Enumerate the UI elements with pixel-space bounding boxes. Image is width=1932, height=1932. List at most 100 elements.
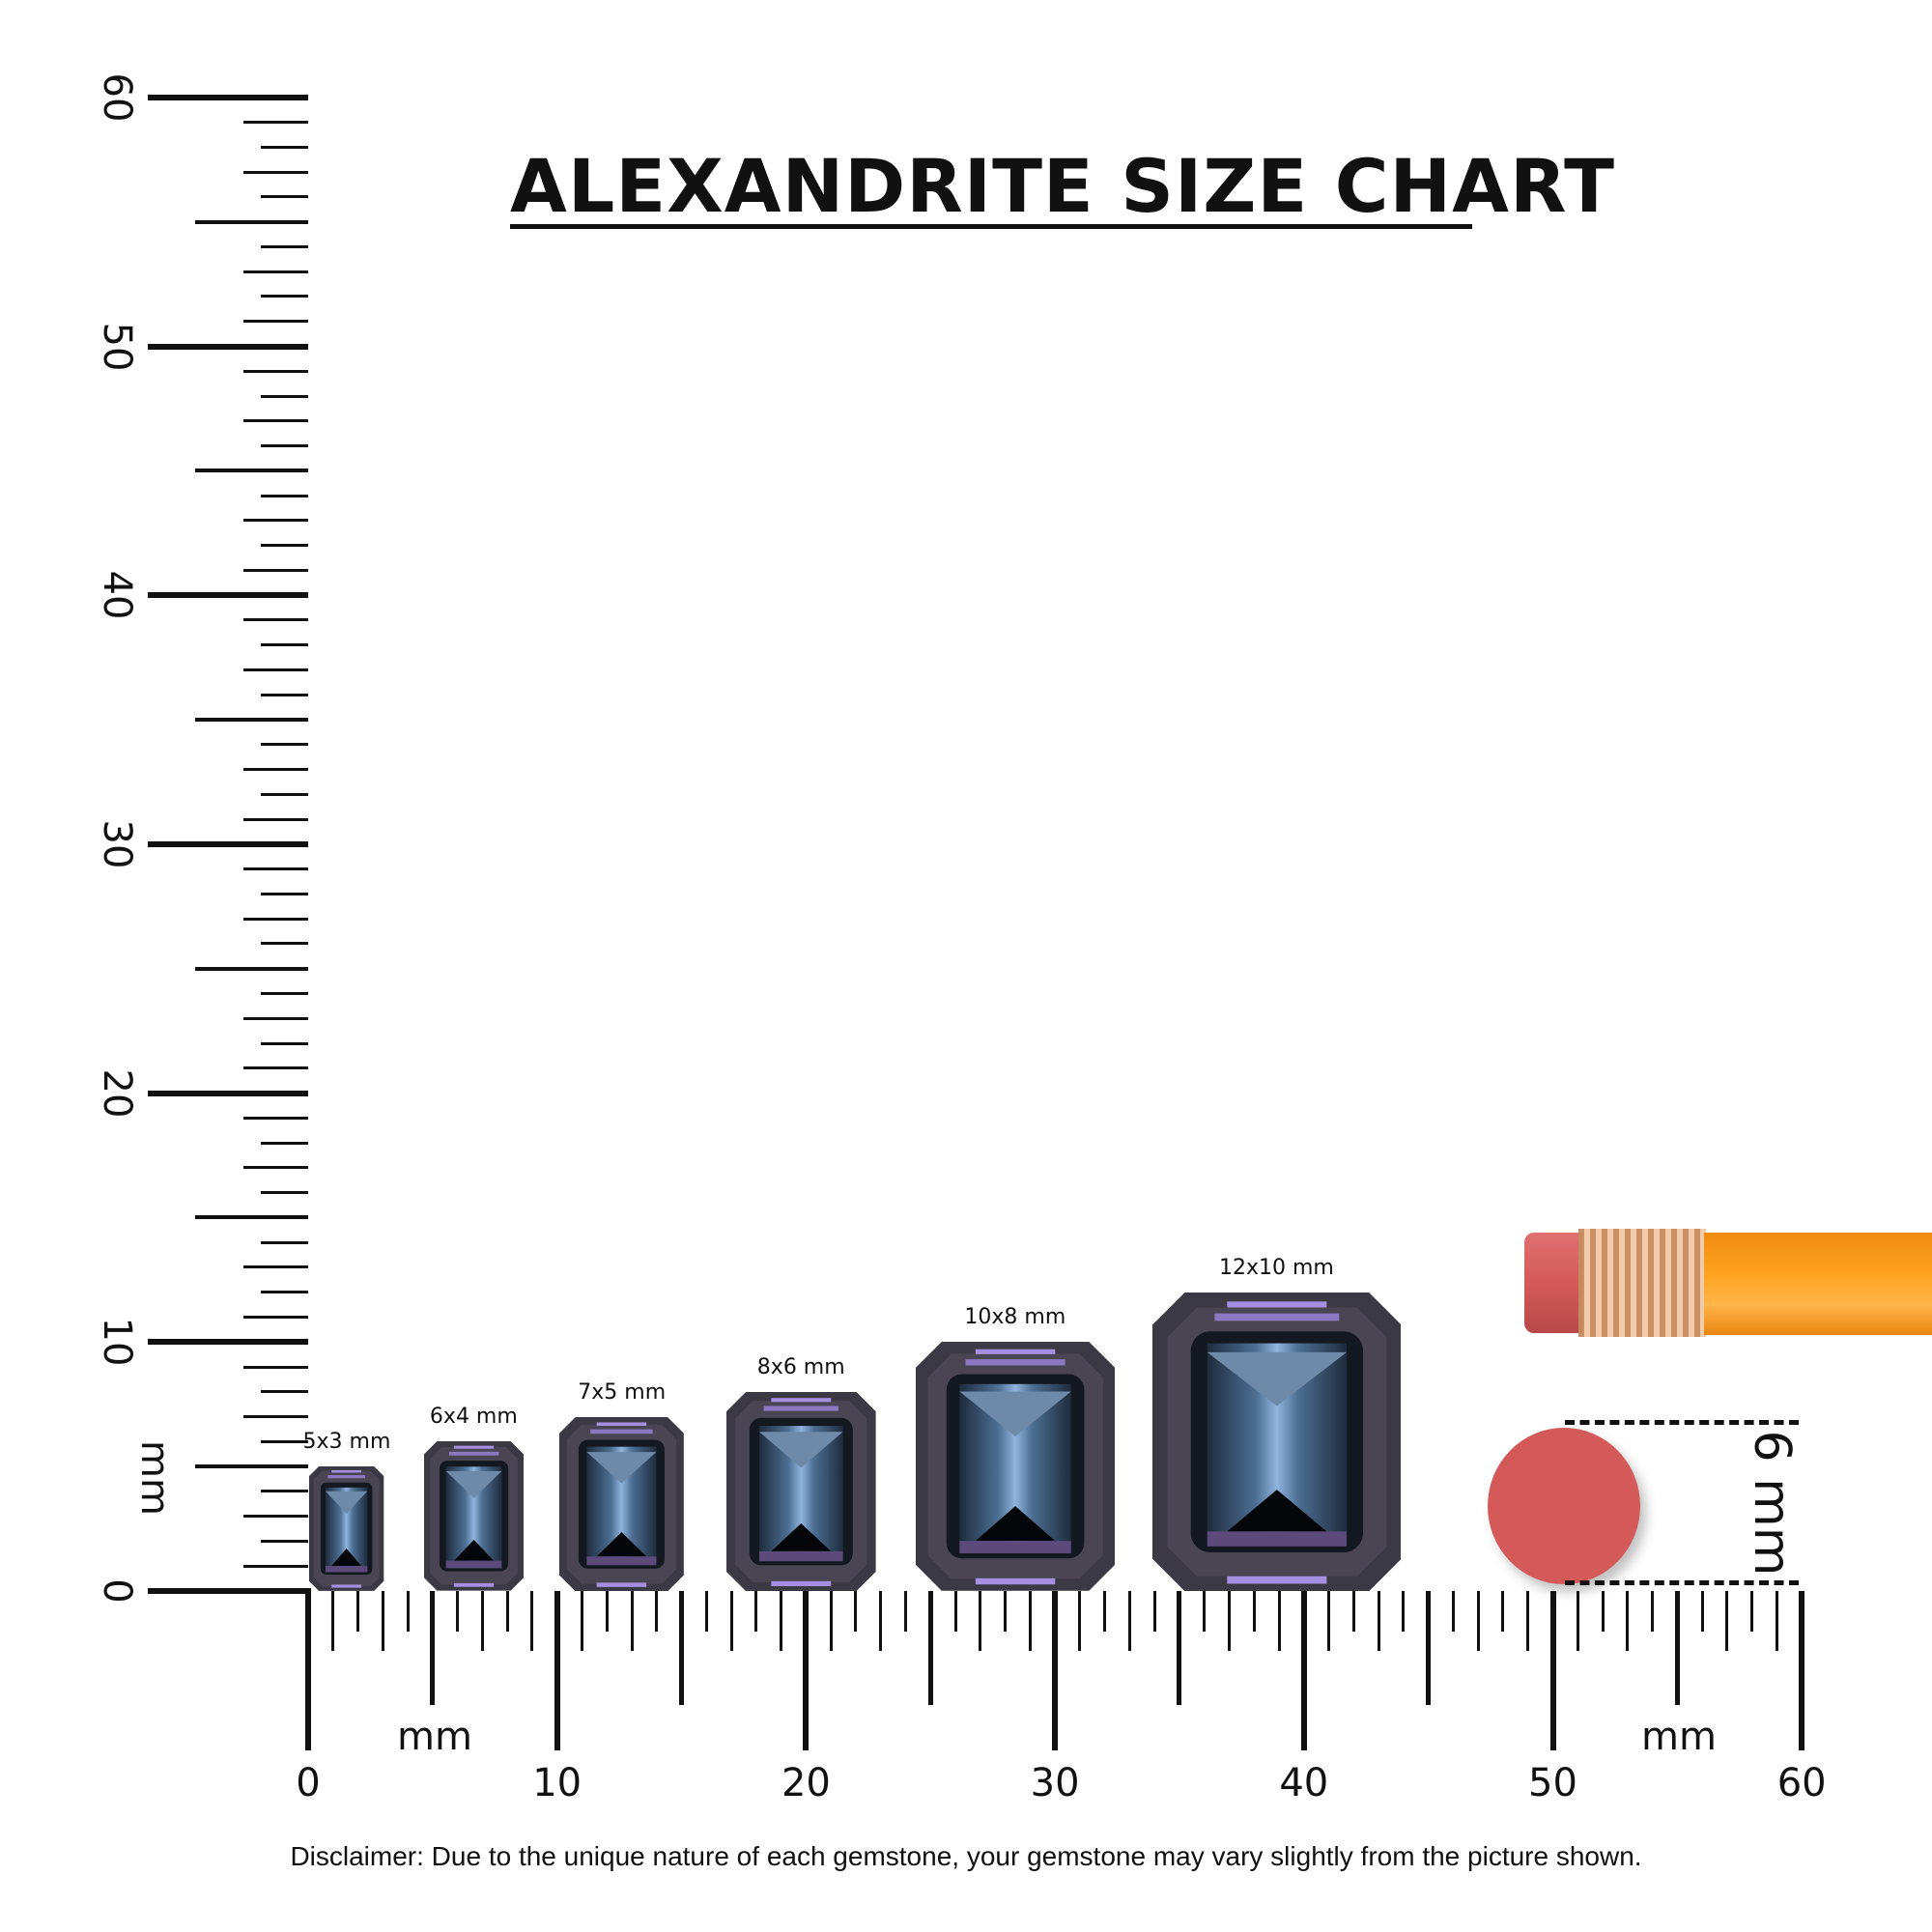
minor-tick [243,1265,308,1269]
gem-size-label: 12x10 mm [1219,1255,1334,1280]
minor-tick [261,1141,308,1145]
horizontal-ruler-label: 60 [1776,1761,1827,1805]
mid-tick [679,1591,685,1705]
minor-tick [261,494,308,497]
eraser-reference [1488,1428,1640,1584]
minor-tick [580,1591,583,1651]
minor-tick [261,195,308,199]
minor-tick [261,693,308,696]
minor-tick [261,1191,308,1195]
minor-tick [243,768,308,772]
horizontal-ruler-label: 20 [781,1761,831,1805]
gem-size-label: 6x4 mm [429,1405,518,1430]
major-tick [1799,1591,1805,1750]
mid-tick [430,1591,436,1705]
emerald-cut-gem [915,1342,1115,1591]
vertical-ruler-label: 20 [95,1068,139,1119]
minor-tick [243,1066,308,1070]
mid-tick [195,219,308,224]
minor-tick [1750,1591,1754,1632]
major-tick [148,94,308,100]
minor-tick [1377,1591,1380,1651]
minor-tick [261,1390,308,1394]
minor-tick [261,444,308,448]
minor-tick [1203,1591,1207,1632]
minor-tick [381,1591,384,1651]
horizontal-ruler-label: 30 [1030,1761,1080,1805]
gem-size-label: 7x5 mm [578,1379,667,1405]
minor-tick [1775,1591,1778,1651]
minor-tick [1626,1591,1630,1651]
minor-tick [331,1591,335,1651]
minor-tick [979,1591,982,1651]
minor-tick [1651,1591,1655,1632]
mid-tick [195,966,308,971]
minor-tick [754,1591,758,1632]
reference-label: 6 mm [1743,1430,1801,1577]
minor-tick [605,1591,609,1632]
minor-tick [261,1439,308,1443]
horizontal-ruler-label: 10 [532,1761,582,1805]
minor-tick [854,1591,858,1632]
major-tick [148,1588,308,1594]
minor-tick [1451,1591,1455,1632]
major-tick [803,1591,810,1750]
major-tick [148,1090,308,1096]
minor-tick [530,1591,534,1651]
ruler-corner [305,1588,311,1594]
major-tick [305,1591,311,1750]
minor-tick [243,1316,308,1320]
minor-tick [1351,1591,1355,1632]
pencil-body [1704,1233,1932,1335]
minor-tick [243,568,308,572]
disclaimer: Disclaimer: Due to the unique nature of … [290,1841,1642,1871]
minor-tick [243,1415,308,1419]
minor-tick [780,1591,783,1651]
minor-tick [1227,1591,1231,1651]
minor-tick [243,618,308,622]
mid-tick [1426,1591,1432,1705]
minor-tick [1277,1591,1281,1651]
title-underline [510,224,1472,229]
major-tick [148,840,308,847]
minor-tick [1004,1591,1008,1632]
minor-tick [356,1591,360,1632]
vertical-ruler-label: 60 [95,72,139,123]
minor-tick [243,1515,308,1519]
minor-tick [243,668,308,671]
minor-tick [630,1591,634,1651]
minor-tick [261,942,308,946]
dashed-line-bottom [1565,1580,1799,1585]
vertical-ruler-label: 40 [95,570,139,620]
minor-tick [406,1591,410,1632]
minor-tick [1252,1591,1256,1632]
horizontal-ruler-label: 0 [296,1761,321,1805]
vertical-ruler-label: 30 [95,819,139,869]
minor-tick [261,892,308,895]
emerald-cut-gem [559,1416,685,1591]
minor-tick [953,1591,957,1632]
emerald-cut-gem [309,1466,384,1591]
minor-tick [1700,1591,1704,1632]
mid-tick [927,1591,933,1705]
minor-tick [1028,1591,1032,1651]
minor-tick [1526,1591,1530,1651]
minor-tick [243,1116,308,1120]
minor-tick [655,1591,659,1632]
vertical-ruler-label: 50 [95,322,139,371]
major-tick [148,1339,308,1346]
major-tick [1300,1591,1307,1750]
minor-tick [1576,1591,1579,1651]
minor-tick [243,170,308,174]
emerald-cut-gem [1151,1292,1402,1591]
mid-tick [195,718,308,723]
minor-tick [729,1591,733,1651]
minor-tick [1601,1591,1605,1632]
mid-tick [195,1464,308,1469]
minor-tick [829,1591,833,1651]
emerald-cut-gem [423,1441,524,1591]
major-tick [148,592,308,599]
minor-tick [243,1016,308,1020]
minor-tick [243,320,308,324]
minor-tick [505,1591,509,1632]
